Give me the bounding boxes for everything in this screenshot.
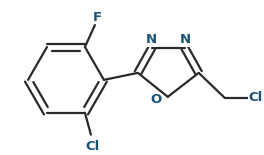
Text: Cl: Cl xyxy=(248,91,263,104)
Text: N: N xyxy=(145,33,156,46)
Text: F: F xyxy=(92,11,101,24)
Text: Cl: Cl xyxy=(86,140,100,153)
Text: N: N xyxy=(180,33,191,46)
Text: O: O xyxy=(150,93,161,106)
